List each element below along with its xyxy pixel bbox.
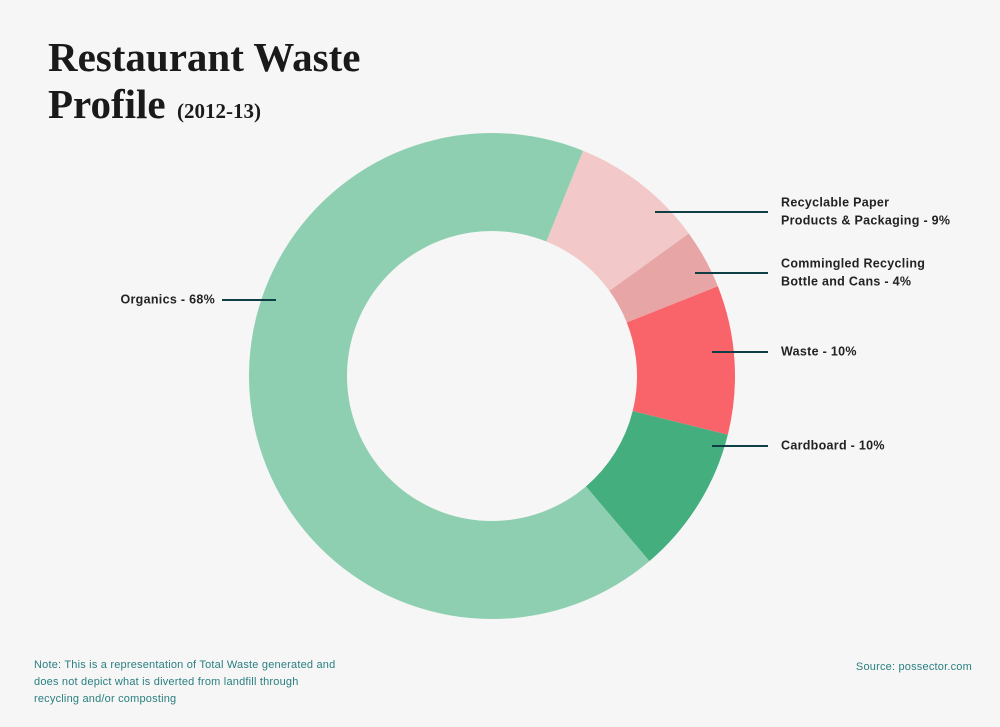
slice-label: Bottle and Cans - 4% bbox=[781, 274, 911, 288]
slice-label: Commingled Recycling bbox=[781, 256, 925, 270]
donut-slice bbox=[249, 132, 650, 620]
donut-slice bbox=[626, 286, 736, 435]
chart-title: Profile bbox=[48, 81, 166, 127]
slice-label: Cardboard - 10% bbox=[781, 438, 885, 452]
donut-slice bbox=[546, 150, 689, 291]
chart-subtitle: (2012-13) bbox=[177, 99, 261, 123]
note: does not depict what is diverted from la… bbox=[34, 676, 299, 688]
note: Note: This is a representation of Total … bbox=[34, 659, 335, 671]
source: Source: possector.com bbox=[856, 661, 972, 673]
chart-title: Restaurant Waste bbox=[48, 34, 360, 80]
donut-slice bbox=[609, 233, 718, 323]
slice-label: Products & Packaging - 9% bbox=[781, 213, 950, 227]
slice-label: Waste - 10% bbox=[781, 344, 857, 358]
slice-label: Organics - 68% bbox=[120, 292, 215, 306]
note: recycling and/or composting bbox=[34, 693, 176, 705]
slice-label: Recyclable Paper bbox=[781, 195, 889, 209]
donut-slice bbox=[585, 411, 728, 562]
